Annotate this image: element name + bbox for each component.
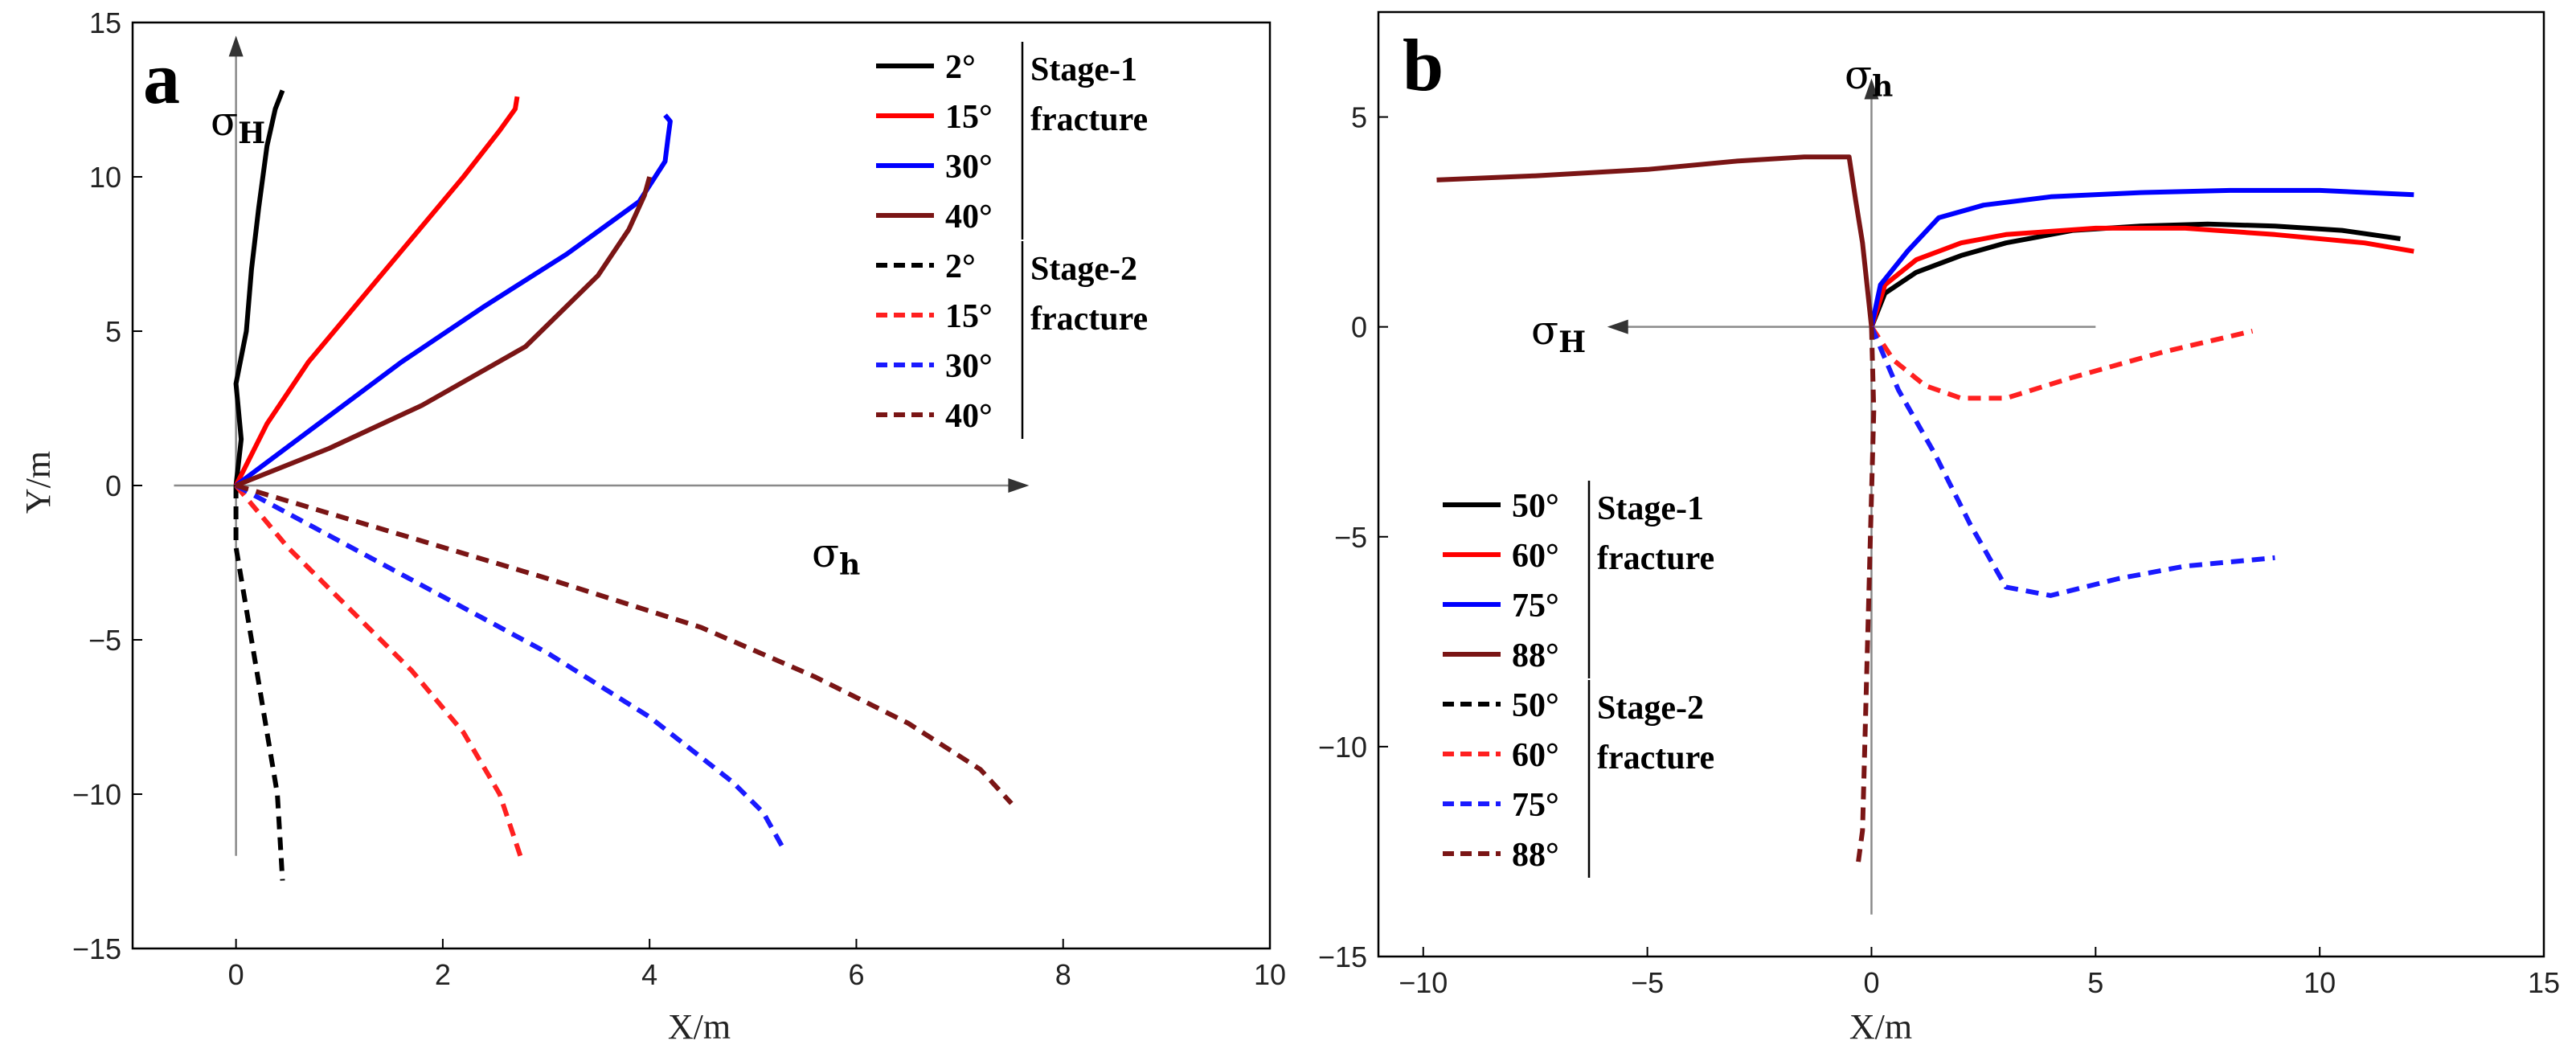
series-line-stage2-60deg	[1870, 326, 2254, 401]
x-tick-label: 10	[2304, 966, 2336, 999]
stress-label-vertical: σh	[1845, 51, 1893, 104]
series-line-stage1-40deg	[235, 176, 653, 488]
arrow-up-icon	[1864, 78, 1879, 100]
y-tick-label: −5	[1334, 521, 1367, 554]
legend-entry-label: 50°	[1512, 488, 1559, 525]
y-tick-label: 5	[105, 315, 121, 348]
y-tick-label: −15	[1318, 940, 1367, 973]
stress-label-horizontal-subscript: H	[1558, 326, 1586, 359]
legend-entry-label: 30°	[945, 348, 993, 385]
arrow-up-icon	[228, 35, 244, 57]
legend-entry-label: 75°	[1512, 588, 1559, 625]
series-line-stage2-75deg	[1869, 326, 2275, 598]
series-line-stage1-60deg	[1869, 225, 2414, 328]
y-tick-label: −10	[1318, 731, 1367, 764]
y-tick-label: 0	[1351, 311, 1367, 344]
legend-entry-label: 88°	[1512, 637, 1559, 674]
stress-label-horizontal-subscript: h	[839, 548, 860, 582]
y-tick-label: 10	[89, 161, 121, 194]
y-tick-label: 5	[1351, 101, 1367, 134]
legend-entry-label: 15°	[945, 99, 993, 136]
series-line-stage2-88deg	[1855, 326, 1877, 865]
x-tick-label: 2	[435, 958, 451, 991]
arrow-right-icon	[1008, 478, 1030, 493]
series-line-stage2-2deg	[233, 485, 285, 881]
x-axis-label: X/m	[668, 1007, 731, 1047]
legend-entry-label: 88°	[1512, 837, 1559, 874]
legend-entry-label: 75°	[1512, 787, 1559, 824]
series-line-stage2-30deg	[235, 483, 787, 851]
legend-entry-label: 50°	[1512, 687, 1559, 724]
panel-label: a	[143, 37, 180, 119]
stress-label-horizontal: σh	[812, 530, 860, 582]
x-axis-label: X/m	[1849, 1007, 1912, 1047]
x-tick-label: 0	[1863, 966, 1879, 999]
x-tick-label: 4	[641, 958, 657, 991]
legend-group-subtitle: fracture	[1030, 101, 1148, 138]
plot-frame	[1377, 10, 2545, 958]
y-tick-label: 0	[105, 469, 121, 502]
x-tick-label: 10	[1254, 958, 1286, 991]
stress-label-horizontal: σH	[1531, 307, 1586, 359]
legend-group-title: Stage-1	[1597, 490, 1704, 527]
series-line-stage2-15deg	[234, 484, 523, 857]
x-tick-label: 6	[848, 958, 864, 991]
stress-label-vertical-subscript: H	[238, 117, 265, 150]
x-tick-label: −10	[1399, 966, 1448, 999]
legend-entry-label: 40°	[945, 398, 993, 435]
legend-group-title: Stage-2	[1030, 251, 1137, 288]
y-tick-label: −10	[72, 778, 121, 811]
legend-entry-label: 2°	[945, 248, 976, 285]
y-tick-label: 15	[89, 6, 121, 39]
legend-group-subtitle: fracture	[1597, 739, 1714, 776]
stress-label-vertical: σH	[211, 98, 265, 150]
panel-a: 0 2 4 6 8 10 −15 −10 −5 0 5 10 15 X/m Y/m aσH σh 2° 15° 30°…	[18, 6, 1286, 1047]
legend-entry-label: 40°	[945, 199, 993, 236]
panel-label: b	[1403, 24, 1444, 106]
legend-entry-label: 15°	[945, 298, 993, 335]
series-line-stage2-40deg	[235, 483, 1014, 805]
legend-entry-label: 60°	[1512, 737, 1559, 774]
legend-entry-label: 60°	[1512, 538, 1559, 575]
legend-entry-label: 30°	[945, 149, 993, 186]
legend-group-title: Stage-2	[1597, 690, 1704, 727]
legend-entry-label: 2°	[945, 49, 976, 86]
series-line-stage1-88deg	[1436, 154, 1874, 328]
x-tick-label: 15	[2528, 966, 2560, 999]
series-line-stage1-30deg	[234, 113, 673, 488]
legend-group-title: Stage-1	[1030, 51, 1137, 88]
y-axis-label: Y/m	[18, 451, 58, 514]
series-line-stage1-15deg	[233, 96, 520, 487]
series-line-stage1-75deg	[1869, 187, 2414, 328]
panel-b: −10 −5 0 5 10 15 −15 −10 −5 0 5 X/m b σh σH 50° 60° 75° 88…	[1318, 10, 2560, 1047]
legend-group-subtitle: fracture	[1030, 301, 1148, 338]
x-tick-label: −5	[1631, 966, 1664, 999]
y-tick-label: −15	[72, 932, 121, 965]
x-tick-label: 5	[2087, 966, 2103, 999]
arrow-left-icon	[1607, 319, 1628, 334]
y-tick-label: −5	[88, 624, 121, 657]
x-tick-label: 0	[228, 958, 244, 991]
series-line-stage1-2deg	[233, 89, 285, 486]
stress-label-vertical-subscript: h	[1872, 70, 1893, 104]
x-tick-label: 8	[1055, 958, 1071, 991]
legend-group-subtitle: fracture	[1597, 540, 1714, 577]
